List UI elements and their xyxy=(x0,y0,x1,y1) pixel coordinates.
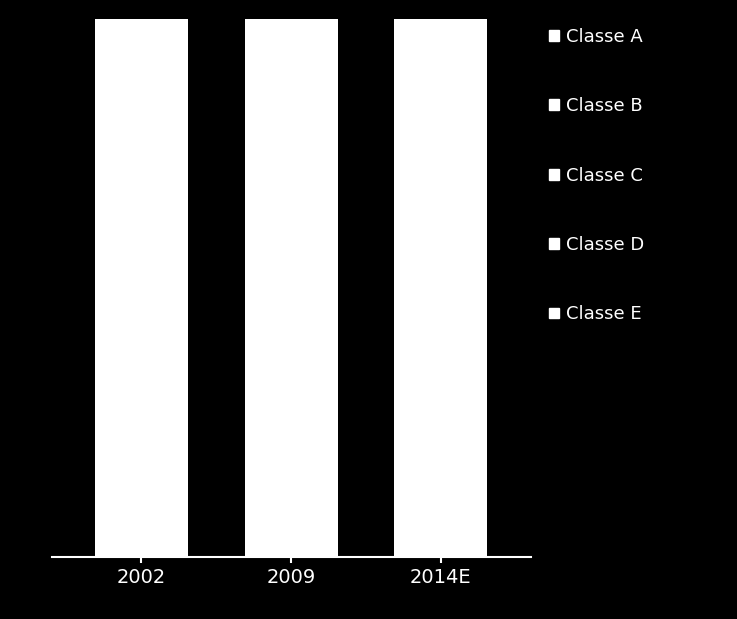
Bar xyxy=(95,449,188,557)
Bar xyxy=(394,19,487,126)
Legend: Classe A, Classe B, Classe C, Classe D, Classe E: Classe A, Classe B, Classe C, Classe D, … xyxy=(549,28,645,324)
Bar xyxy=(245,234,338,342)
Bar xyxy=(394,126,487,234)
Bar xyxy=(245,449,338,557)
Bar xyxy=(245,342,338,449)
Bar xyxy=(245,126,338,234)
Bar xyxy=(95,342,188,449)
Bar xyxy=(245,19,338,126)
Bar xyxy=(394,234,487,342)
Bar xyxy=(394,449,487,557)
Bar xyxy=(95,19,188,126)
Bar xyxy=(394,342,487,449)
Bar xyxy=(95,234,188,342)
Bar xyxy=(95,126,188,234)
